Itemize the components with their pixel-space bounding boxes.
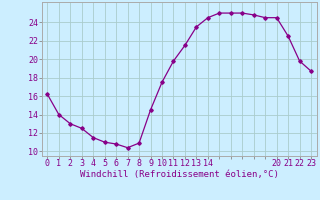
X-axis label: Windchill (Refroidissement éolien,°C): Windchill (Refroidissement éolien,°C) [80, 170, 279, 179]
